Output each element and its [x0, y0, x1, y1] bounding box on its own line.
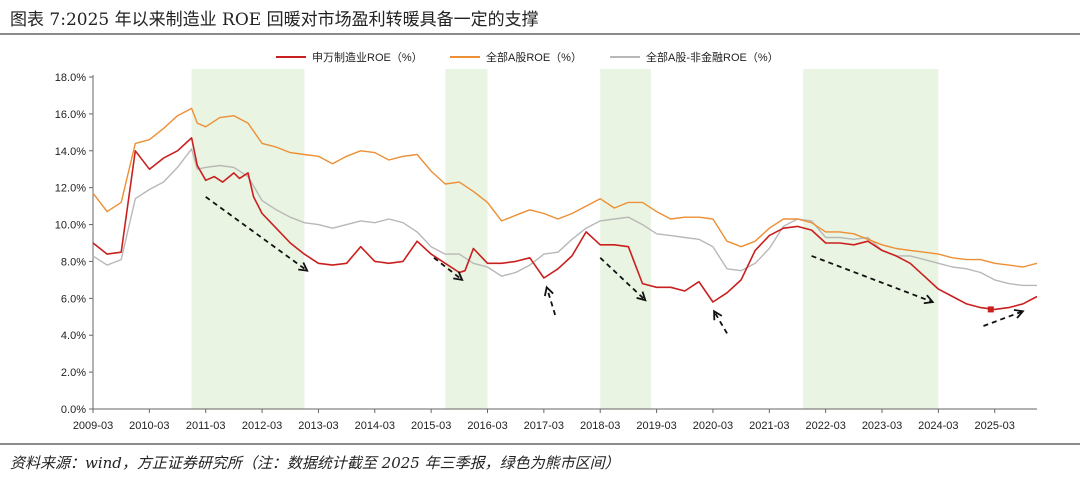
chart-legend: 申万制造业ROE（%） 全部A股ROE（%） 全部A股-非金融ROE（%） — [276, 50, 779, 64]
x-tick-label: 2012-03 — [242, 420, 282, 432]
trend-arrowhead-1 — [453, 271, 464, 282]
y-tick-label: 2.0% — [61, 367, 86, 379]
y-tick-label: 18.0% — [55, 72, 86, 84]
x-tick-label: 2022-03 — [805, 420, 845, 432]
trend-arrowhead-4 — [713, 309, 723, 321]
latest-marker — [987, 306, 994, 313]
bear-market-shading — [191, 69, 939, 409]
series-line-0 — [92, 137, 1038, 311]
trend-arrow-1 — [433, 257, 463, 281]
y-tick-label: 6.0% — [61, 293, 86, 305]
chart-title: 图表 7:2025 年以来制造业 ROE 回暖对市场盈利转暖具备一定的支撑 — [10, 10, 539, 30]
y-tick-label: 10.0% — [55, 220, 86, 232]
x-tick-label: 2009-03 — [73, 420, 113, 432]
x-tick-label: 2019-03 — [636, 420, 676, 432]
trend-arrowhead-2 — [543, 285, 554, 297]
x-tick-label: 2010-03 — [129, 420, 169, 432]
x-tick-label: 2021-03 — [749, 420, 789, 432]
legend-label-2: 全部A股-非金融ROE（%） — [646, 50, 779, 64]
bear-period-3 — [803, 69, 939, 409]
trend-arrow-6 — [983, 310, 1024, 327]
trend-arrow-4 — [713, 310, 728, 334]
x-tick-label: 2017-03 — [524, 420, 564, 432]
x-tick-label: 2011-03 — [186, 420, 226, 432]
bear-period-1 — [445, 69, 488, 409]
x-tick-label: 2013-03 — [298, 420, 338, 432]
y-tick-label: 12.0% — [55, 183, 86, 195]
trend-arrow-3 — [599, 257, 646, 301]
x-tick-label: 2023-03 — [862, 420, 902, 432]
trend-arrow-5 — [811, 255, 934, 303]
series-line-1 — [92, 107, 1038, 268]
trend-arrowhead-3 — [636, 291, 647, 302]
trend-arrowhead-6 — [1013, 309, 1025, 319]
top-rule — [0, 33, 1080, 35]
x-tick-label: 2018-03 — [580, 420, 620, 432]
y-tick-label: 4.0% — [61, 330, 86, 342]
y-tick-label: 16.0% — [55, 109, 86, 121]
trend-arrows — [205, 196, 1025, 334]
x-tick-label: 2015-03 — [411, 420, 451, 432]
x-tick-label: 2024-03 — [918, 420, 958, 432]
x-tick-label: 2016-03 — [467, 420, 507, 432]
chart-axes: 0.0% 2.0% 4.0% 6.0% 8.0% 10.0% 12.0% 14.0% 16.0%… — [55, 72, 1037, 432]
y-tick-label: 8.0% — [61, 256, 86, 268]
y-tick-label: 14.0% — [55, 146, 86, 158]
legend-label-0: 申万制造业ROE（%） — [312, 50, 423, 64]
x-tick-label: 2014-03 — [355, 420, 395, 432]
bottom-rule — [0, 443, 1080, 445]
trend-arrowhead-5 — [923, 294, 935, 305]
x-tick-label: 2020-03 — [693, 420, 733, 432]
trend-arrowhead-0 — [298, 262, 309, 272]
x-tick-label: 2025-03 — [975, 420, 1015, 432]
legend-label-1: 全部A股ROE（%） — [486, 50, 582, 64]
trend-arrow-2 — [545, 287, 556, 316]
series-lines — [92, 107, 1038, 313]
trend-arrow-0 — [205, 196, 308, 272]
bear-period-2 — [600, 69, 651, 409]
source-note: 资料来源：wind，方正证券研究所（注：数据统计截至 2025 年三季报，绿色为… — [10, 454, 620, 472]
y-tick-label: 0.0% — [61, 404, 86, 416]
series-line-2 — [92, 148, 1037, 287]
